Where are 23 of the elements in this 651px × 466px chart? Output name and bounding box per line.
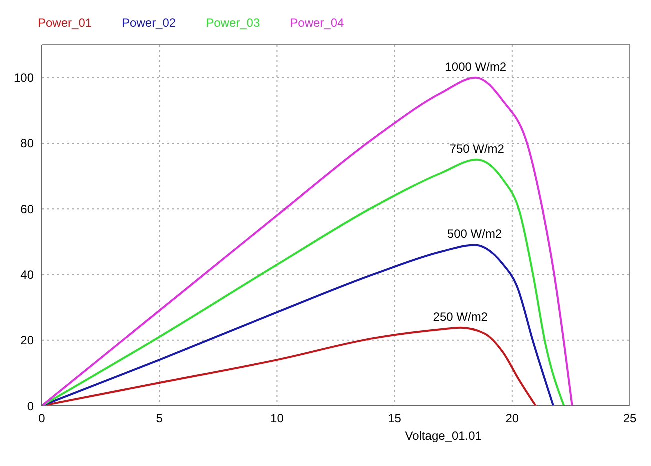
y-tick-label: 80 [20, 136, 34, 151]
y-tick-label: 20 [20, 334, 34, 348]
line-series [42, 158, 566, 406]
text: Power_02 [122, 16, 176, 30]
line-series [42, 76, 574, 406]
x-tick-label: 15 [388, 412, 402, 426]
x-tick-label: 0 [38, 412, 46, 426]
x-tick-label: 5 [156, 412, 164, 426]
x-tick-label: 25 [623, 412, 637, 426]
x-axis-title: Voltage_01.01 [405, 429, 482, 443]
annotation: 1000 W/m2 [445, 60, 507, 74]
annotation: 750 W/m2 [450, 142, 505, 156]
annotation: 500 W/m2 [447, 227, 502, 242]
y-tick-label: 0 [27, 399, 34, 414]
text: Power_01 [38, 16, 92, 30]
text: Power_03 [206, 16, 260, 30]
y-tick-label: 60 [20, 202, 34, 216]
x-tick-label: 10 [270, 412, 284, 426]
x-tick-label: 20 [506, 412, 520, 426]
text: Power_04 [290, 16, 344, 30]
y-tick-label: 40 [20, 268, 34, 282]
y-tick-label: 100 [14, 71, 34, 86]
annotation: 250 W/m2 [433, 310, 488, 324]
